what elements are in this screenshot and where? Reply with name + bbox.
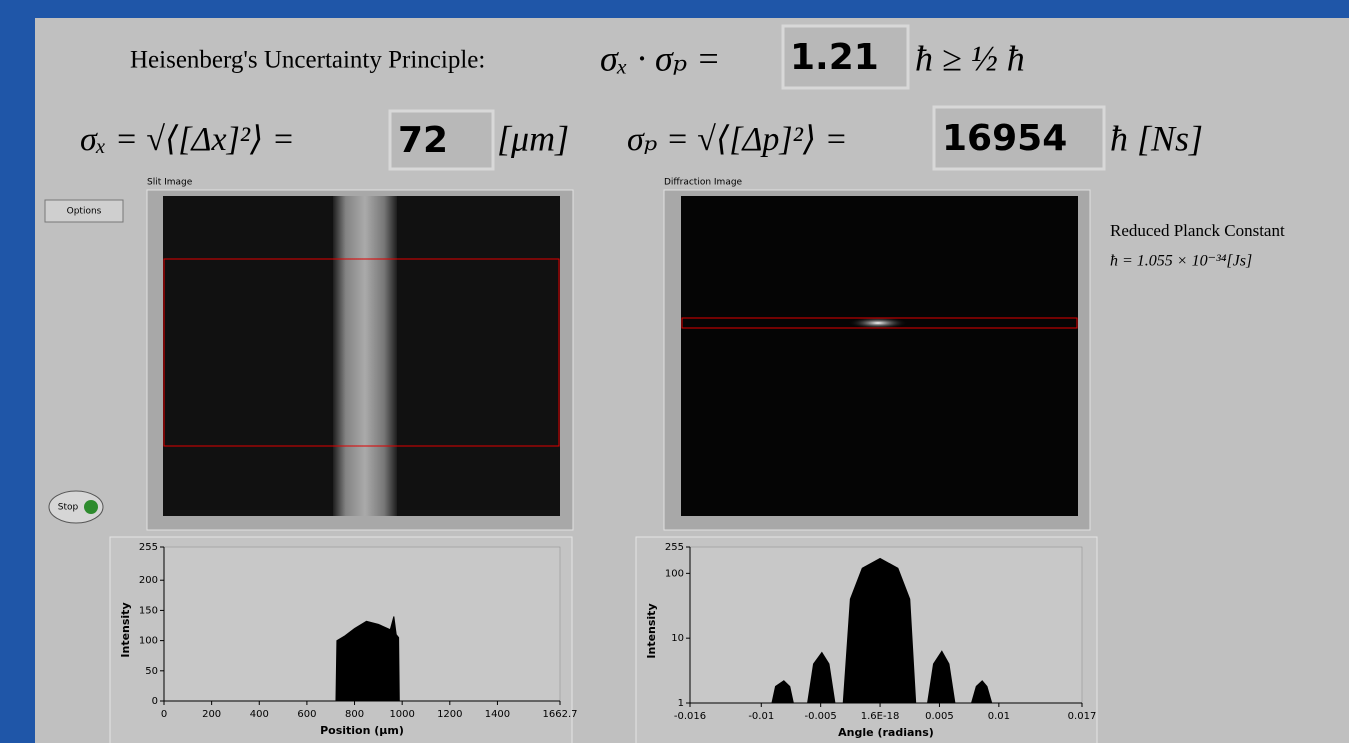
image-label: Diffraction Image — [664, 178, 743, 188]
roi — [681, 317, 1078, 329]
button-frame[interactable] — [44, 199, 124, 223]
x-tick-label: -0.005 — [805, 711, 837, 722]
x-axis-label: Angle (radians) — [838, 726, 934, 739]
sigma-p-value: 16954 — [942, 118, 1067, 159]
x-tick-label: -0.01 — [748, 711, 774, 722]
intensity-area — [690, 557, 1082, 704]
sigma-p-box — [932, 105, 1106, 171]
sigma-x-box — [388, 109, 495, 171]
options-button[interactable]: Options — [44, 199, 124, 223]
x-tick-label: 0.005 — [925, 711, 954, 722]
product-unit: ħ ≥ ½ ħ — [915, 38, 1025, 78]
title: Heisenberg's Uncertainty Principle: — [130, 47, 485, 74]
y-axis-label: Intensity — [645, 603, 658, 658]
y-tick-label: 0 — [152, 696, 158, 707]
sigma-x-value: 72 — [398, 120, 448, 161]
button-frame[interactable] — [48, 490, 104, 524]
x-tick-label: 1000 — [389, 709, 414, 720]
y-tick-label: 255 — [139, 542, 158, 553]
y-tick-label: 150 — [139, 605, 158, 616]
y-tick-label: 50 — [145, 666, 158, 677]
x-tick-label: 400 — [250, 709, 269, 720]
sigma-x-unit: [μm] — [497, 118, 569, 158]
image-label: Slit Image — [147, 178, 193, 188]
sigma-x-formula: σₓ = √⟨[Δx]²⟩ = — [80, 121, 295, 158]
product-box — [781, 24, 910, 90]
y-tick-label: 200 — [139, 575, 158, 586]
x-tick-label: 1.6E-18 — [861, 711, 900, 722]
y-tick-label: 1 — [678, 698, 684, 709]
y-tick-label: 255 — [665, 542, 684, 553]
x-tick-label: 1400 — [485, 709, 510, 720]
x-tick-label: 0.01 — [988, 711, 1010, 722]
x-axis-label: Position (µm) — [320, 724, 404, 737]
slit-stripe — [333, 196, 397, 516]
stop-button[interactable]: Stop — [48, 490, 104, 524]
x-tick-label: 200 — [202, 709, 221, 720]
button-label[interactable]: Options — [67, 207, 102, 217]
product-formula: σₓ · σₚ = — [600, 38, 720, 78]
diffraction-image — [681, 196, 1078, 516]
diffraction-spot — [848, 317, 908, 329]
y-tick-label: 100 — [665, 568, 684, 579]
x-tick-label: 1200 — [437, 709, 462, 720]
x-tick-label: 600 — [297, 709, 316, 720]
sigma-p-unit: ħ [Ns] — [1110, 118, 1203, 158]
sigma-p-formula: σₚ = √⟨[Δp]²⟩ = — [627, 121, 848, 158]
button-led[interactable] — [84, 500, 98, 514]
y-tick-label: 100 — [139, 636, 158, 647]
y-tick-label: 10 — [671, 633, 684, 644]
x-tick-label: 0.017 — [1068, 711, 1097, 722]
y-axis-label: Intensity — [119, 602, 132, 657]
x-tick-label: 800 — [345, 709, 364, 720]
intensity-area — [164, 616, 560, 702]
constant-formula: ħ = 1.055 × 10⁻³⁴[Js] — [1110, 253, 1252, 270]
x-tick-label: 1662.7 — [543, 709, 578, 720]
x-tick-label: -0.016 — [674, 711, 706, 722]
button-label[interactable]: Stop — [58, 503, 79, 513]
constant-label: Reduced Planck Constant — [1110, 221, 1285, 240]
roi — [163, 258, 560, 447]
x-tick-label: 0 — [161, 709, 167, 720]
product-value: 1.21 — [790, 37, 879, 78]
